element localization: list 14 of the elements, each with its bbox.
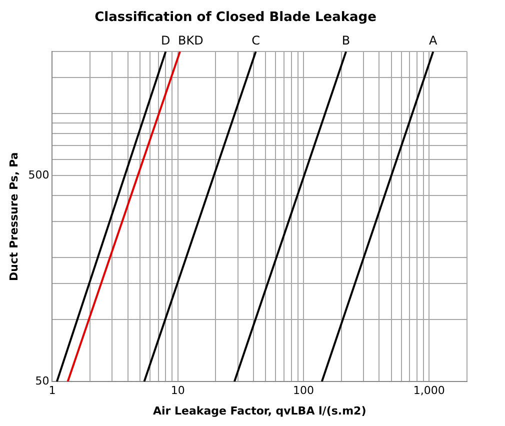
series-label: C [252,34,260,48]
x-tick-label: 10 [170,384,185,398]
series-label: B [342,34,350,48]
x-tick-label: 100 [293,384,314,398]
series-label: D [161,34,170,48]
x-axis-title: Air Leakage Factor, qvLBA l/(s.m2) [152,404,366,418]
y-axis-title: Duct Pressure Ps, Pa [7,152,20,281]
chart-title: Classification of Closed Blade Leakage [94,10,377,26]
x-tick-label: 1,000 [413,384,445,398]
x-tick-label: 1 [48,384,56,398]
y-tick-label: 50 [35,374,50,388]
series-label: BKD [178,34,204,48]
series-label: A [429,34,438,48]
y-tick-label: 500 [28,168,50,182]
